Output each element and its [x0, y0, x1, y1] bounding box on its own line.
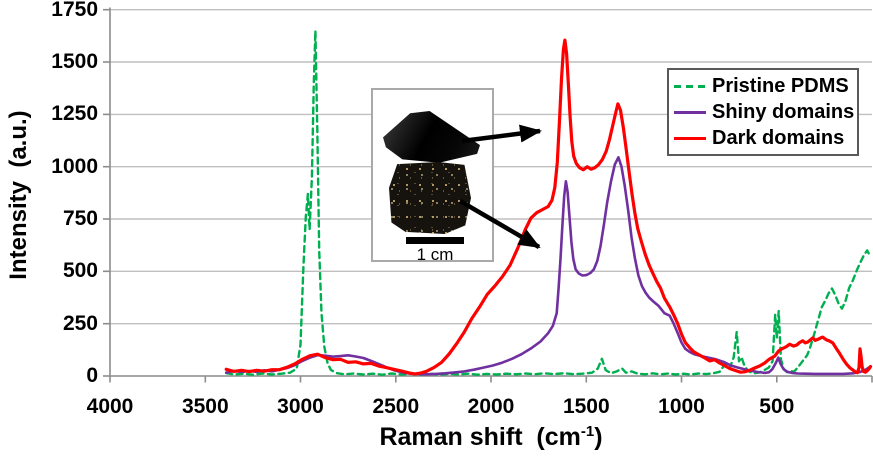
y-axis-title: Intensity (a.u.): [5, 110, 32, 280]
y-tick-label: 1750: [51, 0, 98, 21]
series-line-shiny-domains: [224, 156, 872, 376]
legend-label: Pristine PDMS: [712, 75, 849, 97]
x-tick-label: 2000: [467, 395, 515, 418]
scale-bar-label: 1 cm: [416, 245, 454, 264]
dark-domain-sample-image: [389, 162, 471, 234]
legend-label: Dark domains: [712, 127, 845, 149]
y-tick-label: 500: [62, 259, 98, 283]
x-axis-title-end: ): [594, 423, 603, 451]
x-tick-label: 500: [759, 395, 795, 418]
scale-bar: [406, 237, 464, 244]
y-tick-label: 250: [62, 311, 98, 335]
series-line-dark-domains: [224, 38, 873, 376]
legend-line-sample-dashed-green: [674, 84, 706, 88]
x-axis-title-superscript: -1: [580, 423, 595, 440]
shiny-domain-sample-image: [383, 111, 480, 163]
legend-line-sample-solid-red: [674, 136, 706, 140]
y-tick-label: 1000: [51, 154, 98, 178]
series-line-pristine-pdms: [225, 29, 872, 376]
legend-label: Shiny domains: [712, 101, 855, 123]
x-axis-title: Raman shift (cm-1): [110, 423, 872, 452]
x-tick-label: 4000: [86, 395, 134, 418]
sample-photo-inset: 1 cm: [371, 88, 494, 264]
x-tick-label: 3500: [181, 395, 229, 418]
x-axis-title-main: Raman shift (cm: [379, 423, 581, 451]
legend-item-shiny-domains: Shiny domains: [674, 101, 855, 123]
x-tick-label: 1000: [658, 395, 705, 418]
x-tick-label: 2500: [372, 395, 420, 418]
legend-item-dark-domains: Dark domains: [674, 128, 852, 148]
legend: Pristine PDMS Shiny domains Dark domains: [667, 68, 859, 156]
y-tick-label: 0: [86, 364, 98, 387]
y-tick-label: 750: [62, 207, 98, 230]
y-tick-label: 1500: [51, 50, 98, 73]
x-tick-label: 3000: [277, 395, 324, 418]
x-tick-label: 1500: [562, 395, 610, 418]
legend-line-sample-solid-purple: [674, 110, 706, 114]
legend-item-pristine-pdms: Pristine PDMS: [674, 76, 852, 96]
y-tick-label: 1250: [51, 102, 98, 126]
